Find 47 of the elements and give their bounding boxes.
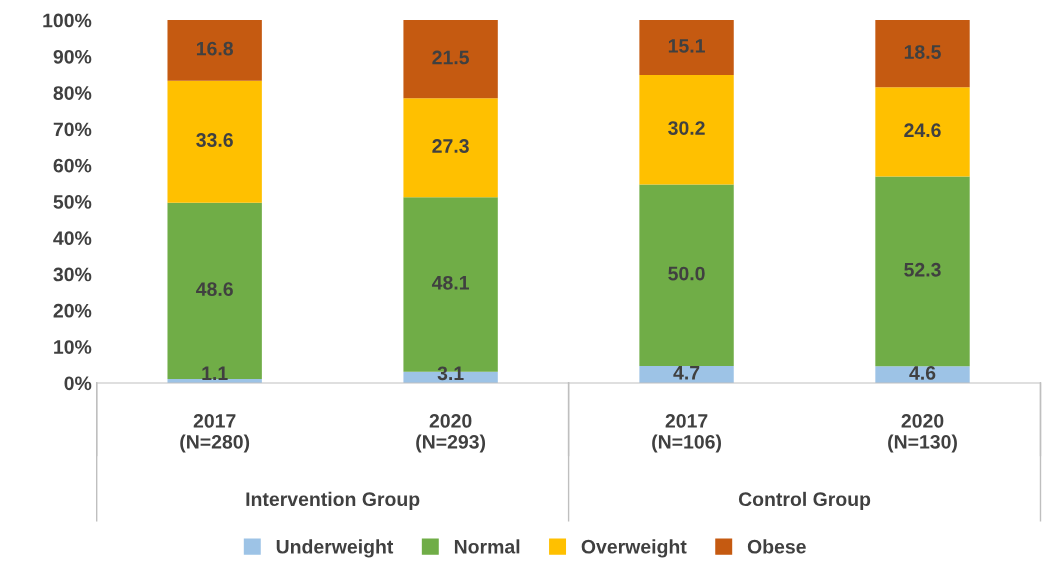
bar bbox=[639, 74, 734, 185]
x-tick-label: 2017 (N=280) bbox=[180, 414, 250, 453]
y-tick-label: 50% bbox=[53, 195, 92, 209]
data-label: 15.1 bbox=[668, 39, 705, 53]
data-label: 27.3 bbox=[432, 139, 469, 153]
legend-label: Underweight bbox=[276, 539, 394, 558]
x-tick-label: 2020 (N=293) bbox=[416, 414, 486, 453]
bar bbox=[875, 87, 970, 177]
data-label: 4.7 bbox=[673, 366, 700, 380]
data-label: 48.1 bbox=[431, 275, 469, 290]
bar bbox=[167, 202, 262, 379]
data-label: 16.8 bbox=[196, 41, 233, 56]
y-tick-label: 40% bbox=[53, 231, 92, 246]
data-label: 21.5 bbox=[432, 50, 469, 65]
y-tick-label: 100% bbox=[43, 13, 92, 28]
y-tick-label: 30% bbox=[53, 267, 92, 282]
x-tick-label: 2017 (N=106) bbox=[652, 414, 721, 453]
bar bbox=[167, 20, 262, 81]
data-label: 30.2 bbox=[668, 121, 705, 135]
y-tick-label: 20% bbox=[53, 303, 92, 318]
y-tick-label: 90% bbox=[53, 49, 92, 64]
legend-label: Normal bbox=[454, 539, 520, 554]
text: Intervention Group bbox=[246, 491, 420, 510]
y-tick-label: 60% bbox=[53, 158, 92, 173]
data-label: 1.1 bbox=[202, 366, 228, 380]
bar bbox=[875, 176, 970, 367]
bar bbox=[875, 20, 970, 88]
data-label: 52.3 bbox=[904, 262, 941, 277]
text: Control Group bbox=[738, 491, 871, 510]
data-label: 18.5 bbox=[904, 45, 941, 59]
y-tick-label: 10% bbox=[54, 340, 92, 354]
legend-label: Obese bbox=[747, 539, 806, 554]
data-label: 48.6 bbox=[196, 282, 233, 297]
data-label: 24.6 bbox=[904, 123, 941, 138]
legend-label: Overweight bbox=[581, 539, 687, 558]
bar bbox=[639, 184, 734, 366]
y-tick-label: 0% bbox=[64, 376, 92, 391]
data-label: 4.6 bbox=[909, 366, 936, 380]
x-tick-label: 2020 (N=130) bbox=[888, 414, 957, 453]
data-label: 50.0 bbox=[668, 266, 705, 281]
bar bbox=[403, 20, 498, 99]
data-label: 33.6 bbox=[196, 133, 233, 147]
bar bbox=[403, 98, 498, 198]
y-tick-label: 80% bbox=[53, 86, 92, 100]
bar bbox=[167, 80, 262, 203]
bar bbox=[639, 20, 734, 75]
y-tick-label: 70% bbox=[53, 122, 92, 137]
